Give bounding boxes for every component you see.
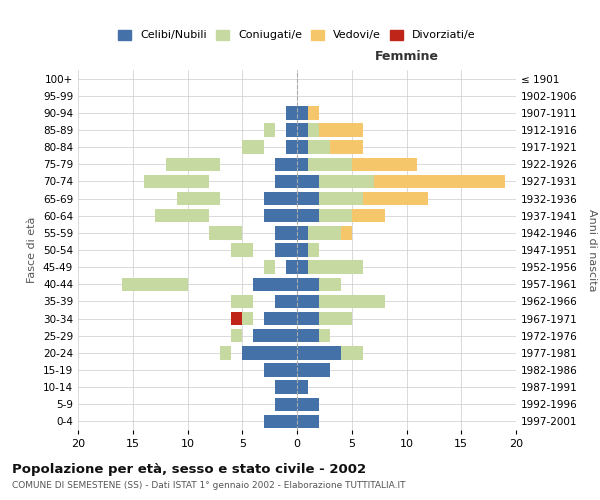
Bar xyxy=(232,312,242,326)
Bar xyxy=(297,364,330,376)
Bar xyxy=(220,346,232,360)
Bar xyxy=(297,226,308,239)
Bar xyxy=(297,380,308,394)
Bar xyxy=(253,329,297,342)
Bar xyxy=(286,260,297,274)
Bar xyxy=(297,209,319,222)
Bar xyxy=(166,158,220,171)
Bar xyxy=(242,140,253,154)
Bar xyxy=(297,312,319,326)
Bar xyxy=(297,294,319,308)
Bar xyxy=(319,329,330,342)
Bar xyxy=(144,174,209,188)
Bar xyxy=(341,226,352,239)
Bar xyxy=(297,414,319,428)
Bar xyxy=(297,158,308,171)
Bar xyxy=(187,174,199,188)
Bar xyxy=(308,244,319,256)
Bar xyxy=(297,124,308,136)
Bar xyxy=(297,106,308,120)
Bar xyxy=(308,140,330,154)
Bar xyxy=(297,398,319,411)
Y-axis label: Fasce di età: Fasce di età xyxy=(28,217,37,283)
Bar xyxy=(297,278,319,291)
Bar xyxy=(352,158,418,171)
Bar xyxy=(264,192,297,205)
Bar xyxy=(242,140,264,154)
Bar xyxy=(297,329,319,342)
Bar xyxy=(330,140,363,154)
Legend: Celibi/Nubili, Coniugati/e, Vedovi/e, Divorziati/e: Celibi/Nubili, Coniugati/e, Vedovi/e, Di… xyxy=(114,25,480,45)
Bar xyxy=(275,380,297,394)
Bar xyxy=(264,312,297,326)
Bar xyxy=(308,124,319,136)
Bar xyxy=(297,346,341,360)
Bar xyxy=(155,209,209,222)
Bar xyxy=(297,244,308,256)
Text: Femmine: Femmine xyxy=(374,50,439,63)
Bar xyxy=(308,106,319,120)
Bar xyxy=(286,106,297,120)
Bar xyxy=(275,294,297,308)
Bar xyxy=(187,209,199,222)
Bar xyxy=(319,209,352,222)
Bar xyxy=(297,140,308,154)
Bar xyxy=(352,209,385,222)
Bar xyxy=(319,278,341,291)
Bar xyxy=(232,329,242,342)
Bar xyxy=(362,192,428,205)
Bar xyxy=(297,174,319,188)
Bar xyxy=(122,278,187,291)
Bar xyxy=(176,192,220,205)
Bar xyxy=(199,192,209,205)
Bar xyxy=(319,124,362,136)
Bar xyxy=(275,244,297,256)
Bar xyxy=(275,174,297,188)
Bar xyxy=(275,158,297,171)
Bar xyxy=(374,174,505,188)
Bar xyxy=(275,226,297,239)
Bar xyxy=(242,346,297,360)
Bar xyxy=(319,312,352,326)
Bar xyxy=(275,398,297,411)
Bar xyxy=(308,260,362,274)
Bar xyxy=(264,364,297,376)
Bar xyxy=(264,124,275,136)
Bar xyxy=(232,244,253,256)
Bar xyxy=(308,226,341,239)
Bar xyxy=(199,158,209,171)
Bar xyxy=(319,174,374,188)
Bar xyxy=(253,278,297,291)
Bar xyxy=(264,260,275,274)
Bar xyxy=(232,294,253,308)
Bar xyxy=(286,140,297,154)
Y-axis label: Anni di nascita: Anni di nascita xyxy=(587,209,597,291)
Text: Popolazione per età, sesso e stato civile - 2002: Popolazione per età, sesso e stato civil… xyxy=(12,462,366,475)
Bar xyxy=(209,226,242,239)
Bar xyxy=(297,192,319,205)
Bar xyxy=(242,312,253,326)
Bar xyxy=(341,346,362,360)
Bar xyxy=(297,260,308,274)
Bar xyxy=(286,124,297,136)
Bar xyxy=(308,158,352,171)
Bar xyxy=(264,209,297,222)
Text: COMUNE DI SEMESTENE (SS) - Dati ISTAT 1° gennaio 2002 - Elaborazione TUTTITALIA.: COMUNE DI SEMESTENE (SS) - Dati ISTAT 1°… xyxy=(12,481,406,490)
Bar xyxy=(319,294,385,308)
Bar xyxy=(166,278,176,291)
Bar xyxy=(319,192,362,205)
Bar xyxy=(264,414,297,428)
